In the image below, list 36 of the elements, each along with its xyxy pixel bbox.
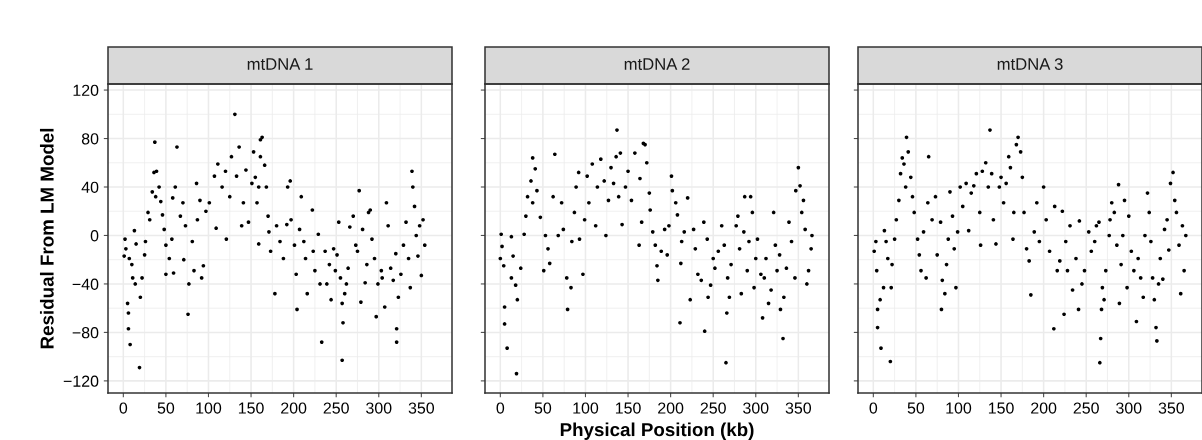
x-tick-label: 0 — [496, 402, 505, 414]
x-tick-label: 250 — [1073, 402, 1099, 414]
x-tick-label: 100 — [573, 402, 599, 414]
y-tick-label: −120 — [63, 375, 99, 387]
x-tick-label: 150 — [988, 402, 1014, 414]
x-tick-label: 100 — [946, 402, 972, 414]
x-tick-label: 150 — [238, 402, 264, 414]
x-tick-label: 300 — [366, 402, 392, 414]
x-tick-label: 350 — [785, 402, 812, 414]
x-tick-label: 200 — [658, 402, 684, 414]
x-tick-label: 350 — [408, 402, 435, 414]
x-tick-label: 150 — [615, 402, 641, 414]
x-tick-label: 50 — [534, 402, 552, 414]
x-tick-label: 50 — [907, 402, 925, 414]
x-tick-label: 50 — [157, 402, 175, 414]
x-axis-title: Physical Position (kb) — [560, 422, 754, 440]
x-tick-label: 200 — [1031, 402, 1057, 414]
y-tick-label: −80 — [72, 327, 99, 339]
y-tick-label: 120 — [73, 84, 99, 96]
x-tick-label: 100 — [196, 402, 222, 414]
y-tick-label: −40 — [72, 278, 99, 290]
x-tick-label: 300 — [1116, 402, 1142, 414]
x-tick-label: 300 — [743, 402, 769, 414]
x-tick-label: 0 — [869, 402, 878, 414]
chart-title: mtDNA 1 — [247, 58, 313, 70]
x-tick-label: 0 — [119, 402, 128, 414]
x-tick-label: 350 — [1158, 402, 1185, 414]
y-tick-label: 0 — [90, 230, 99, 242]
y-tick-label: 80 — [81, 133, 99, 145]
x-tick-label: 250 — [700, 402, 726, 414]
x-tick-label: 200 — [281, 402, 307, 414]
x-tick-label: 250 — [323, 402, 349, 414]
y-tick-label: 40 — [81, 181, 99, 193]
chart-title: mtDNA 2 — [624, 58, 690, 70]
y-axis-title: Residual From LM Model — [39, 128, 54, 349]
chart-title: mtDNA 3 — [997, 58, 1063, 70]
